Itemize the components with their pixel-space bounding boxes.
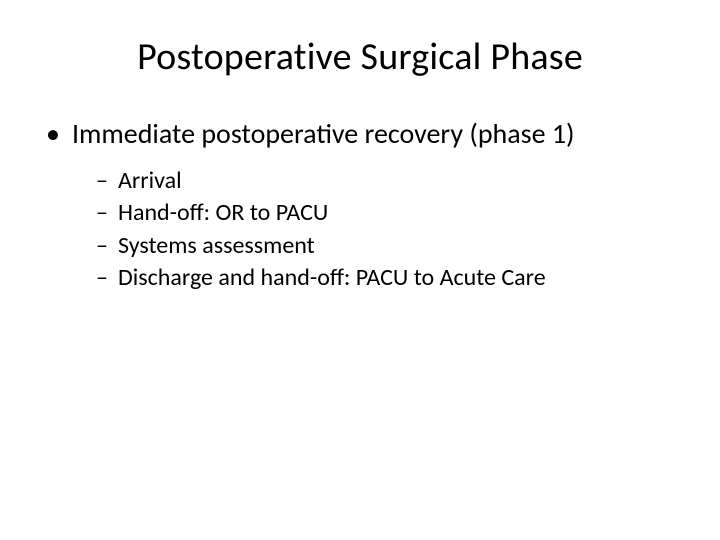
bullet-level2-text: Discharge and hand-off: PACU to Acute Ca…	[118, 263, 546, 292]
bullet-level1-text: Immediate postoperative recovery (phase …	[72, 116, 575, 151]
bullet-level2-text: Systems assessment	[118, 231, 315, 260]
bullet-level2: Hand-off: OR to PACU	[96, 197, 680, 229]
bullet-level2-text: Hand-off: OR to PACU	[118, 198, 328, 227]
slide: Postoperative Surgical Phase Immediate p…	[0, 0, 720, 540]
bullet-level2: Discharge and hand-off: PACU to Acute Ca…	[96, 262, 680, 294]
bullet-level2: Systems assessment	[96, 230, 680, 262]
bullet-level1: Immediate postoperative recovery (phase …	[46, 116, 680, 151]
slide-title: Postoperative Surgical Phase	[40, 34, 680, 80]
bullet-level2: Arrival	[96, 165, 680, 197]
bullet-level2-text: Arrival	[118, 166, 182, 195]
